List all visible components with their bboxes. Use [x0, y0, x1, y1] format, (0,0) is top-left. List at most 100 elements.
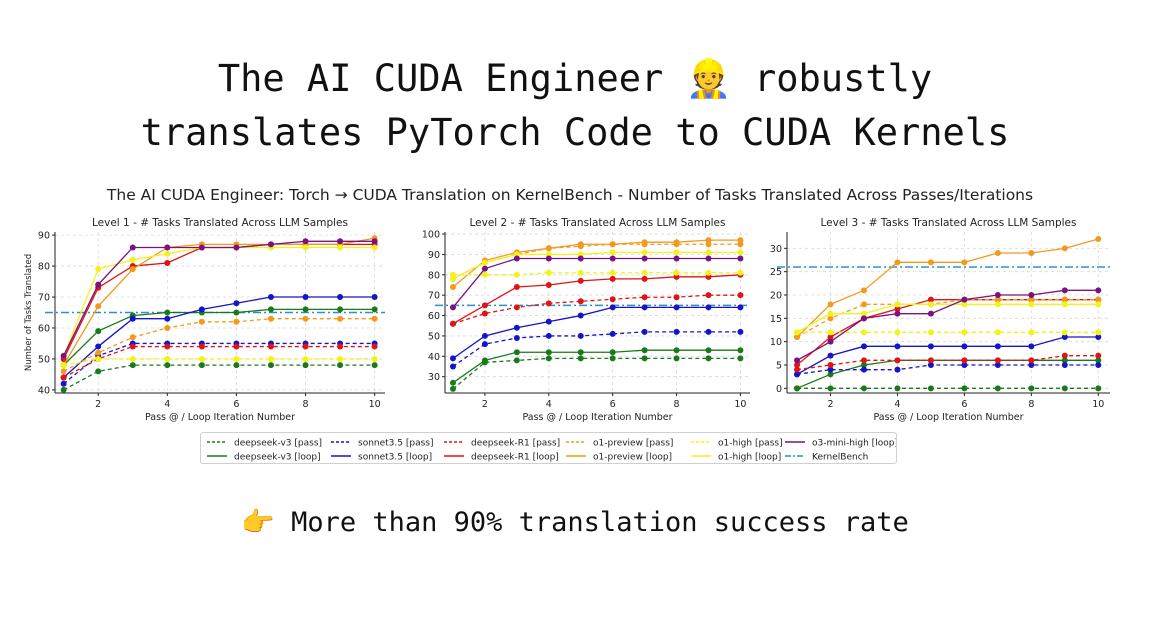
data-point [860, 343, 867, 350]
series-line [452, 272, 741, 276]
data-point [337, 355, 344, 362]
x-tick-label: 8 [1028, 399, 1034, 410]
pointing-hand-icon: 👉 [241, 507, 275, 538]
data-point [302, 306, 309, 313]
x-tick-label: 8 [674, 399, 680, 410]
data-point [198, 244, 205, 251]
data-point [609, 349, 616, 356]
data-point [129, 315, 136, 322]
data-point [577, 312, 584, 319]
data-point [673, 239, 680, 246]
y-tick-label: 0 [776, 384, 782, 395]
data-point [1028, 362, 1035, 368]
legend-item-deepseek-r1-pass: deepseek-R1 [pass] [444, 439, 560, 449]
data-point [164, 259, 171, 266]
data-point [302, 238, 309, 245]
data-point [164, 309, 171, 316]
data-point [233, 300, 240, 307]
data-point [481, 271, 488, 278]
data-point [794, 362, 801, 368]
series-o1-preview-pass [60, 315, 378, 375]
data-point [337, 238, 344, 245]
data-point [737, 347, 744, 354]
data-point [1061, 357, 1068, 364]
data-point [894, 306, 901, 312]
series-deepseek-r1-loop [60, 241, 378, 362]
data-point [1061, 245, 1068, 252]
series-deepseek-r1-pass [449, 292, 744, 327]
data-point [961, 296, 968, 303]
data-point [513, 357, 520, 364]
series-line [452, 243, 741, 280]
data-point [994, 329, 1001, 336]
y-tick-label: 60 [428, 311, 440, 322]
x-axis-label: Pass @ / Loop Iteration Number [873, 412, 1023, 423]
series-deepseek-v3-pass [449, 355, 744, 392]
x-tick-label: 2 [95, 399, 101, 410]
data-point [705, 347, 712, 354]
data-point [60, 386, 67, 393]
data-point [577, 269, 584, 276]
data-point [1028, 329, 1035, 336]
legend-label: deepseek-v3 [pass] [234, 439, 322, 449]
data-point [609, 355, 616, 362]
data-point [737, 292, 744, 299]
data-point [577, 277, 584, 284]
legend-item-deepseek-v3-loop: deepseek-v3 [loop] [207, 453, 321, 463]
data-point [164, 343, 171, 350]
legend-item-deepseek-v3-pass: deepseek-v3 [pass] [207, 439, 322, 449]
y-tick-label: 70 [428, 291, 440, 302]
x-tick-label: 8 [303, 399, 309, 410]
data-point [60, 368, 67, 375]
data-point [371, 244, 378, 251]
data-point [449, 385, 456, 392]
data-point [1061, 296, 1068, 303]
series-line [796, 336, 1099, 375]
legend-item-o1-high-pass: o1-high [pass] [691, 439, 783, 449]
data-point [860, 366, 867, 373]
legend-item-o1-preview-pass: o1-preview [pass] [566, 439, 673, 449]
y-tick-label: 30 [770, 244, 782, 255]
tagline: 👉 More than 90% translation success rate [0, 506, 1150, 538]
data-point [794, 329, 801, 336]
data-point [513, 304, 520, 311]
y-tick-label: 15 [770, 314, 782, 325]
y-tick-label: 30 [428, 372, 440, 383]
data-point [609, 255, 616, 262]
legend-label: o1-preview [pass] [593, 439, 673, 449]
data-point [961, 343, 968, 350]
data-point [927, 362, 934, 368]
series-line [796, 359, 1099, 389]
data-point [737, 249, 744, 256]
data-point [827, 301, 834, 308]
series-line [796, 355, 1099, 371]
data-point [609, 275, 616, 282]
series-line [452, 357, 741, 390]
data-point [267, 343, 274, 350]
data-point [860, 385, 867, 392]
y-tick-label: 25 [770, 267, 782, 278]
data-point [994, 296, 1001, 303]
data-point [961, 362, 968, 368]
data-point [1095, 296, 1102, 303]
data-point [302, 343, 309, 350]
data-point [927, 301, 934, 308]
data-point [302, 362, 309, 369]
data-point [95, 328, 102, 335]
legend-item-o1-preview-loop: o1-preview [loop] [566, 453, 672, 463]
x-tick-label: 6 [610, 399, 616, 410]
series-line [63, 342, 375, 385]
data-point [129, 334, 136, 341]
data-point [481, 259, 488, 266]
y-tick-label: 90 [428, 250, 440, 261]
series-line [452, 257, 741, 308]
data-point [894, 385, 901, 392]
y-tick-label: 10 [770, 337, 782, 348]
data-point [705, 292, 712, 299]
data-point [577, 255, 584, 262]
figure-suptitle: The AI CUDA Engineer: Torch → CUDA Trans… [106, 186, 1034, 204]
data-point [337, 294, 344, 301]
data-point [577, 332, 584, 339]
chart-legend: deepseek-v3 [pass] sonnet3.5 [pass] deepse… [200, 432, 897, 464]
data-point [337, 362, 344, 369]
